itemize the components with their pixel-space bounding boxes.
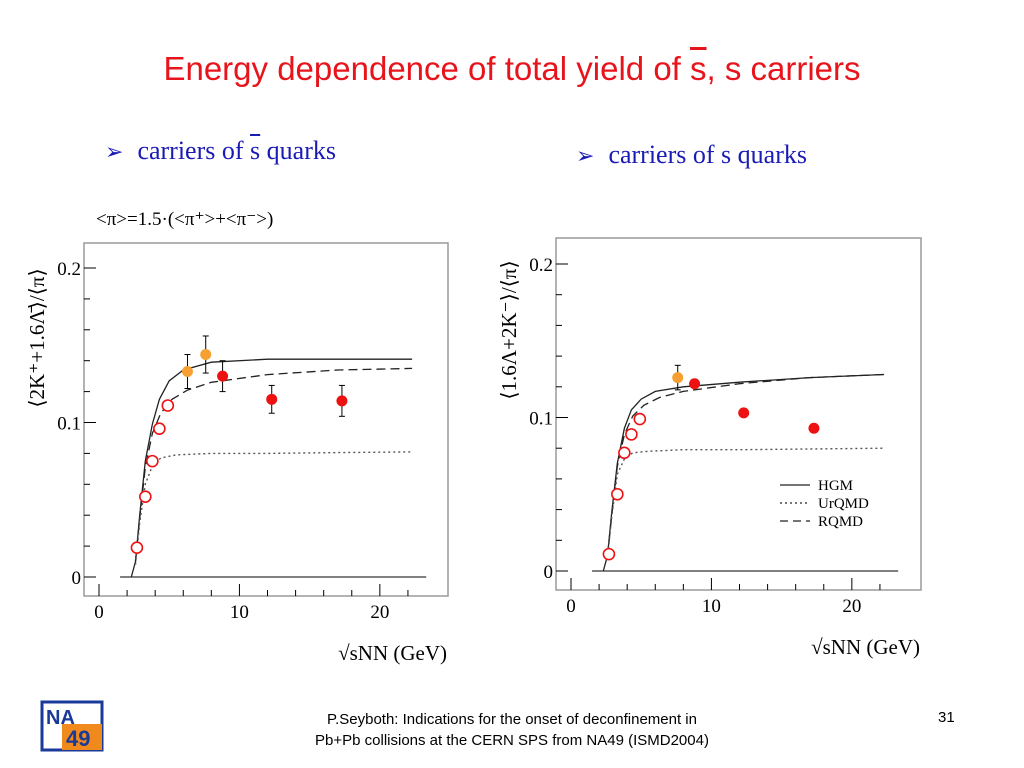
y-tick-label: 0.2 (529, 255, 553, 276)
left-bullet-overbar-s: s (250, 136, 261, 165)
x-tick-label: 0 (566, 596, 576, 617)
footer-citation: P.Seyboth: Indications for the onset of … (0, 709, 1024, 751)
na49-logo: NA 49 (40, 700, 104, 752)
data-point-filled (689, 378, 701, 390)
curve-dotted (606, 447, 885, 559)
y-tick-label: 0.2 (57, 259, 81, 280)
data-point-filled (181, 366, 193, 378)
legend-label: HGM (818, 478, 853, 494)
x-axis-label: √sNN (GeV) (811, 635, 920, 659)
data-point-open (130, 541, 144, 554)
data-point-open (153, 422, 166, 435)
y-tick-label: 0 (72, 568, 82, 589)
x-axis-label: √sNN (GeV) (338, 641, 447, 665)
data-point-open (146, 454, 159, 468)
data-point-open (602, 547, 616, 561)
curve-dotted (134, 451, 413, 565)
curve-dashed (606, 373, 885, 556)
data-point-filled (808, 422, 820, 434)
data-point-open (611, 487, 624, 501)
curve-dashed (134, 367, 413, 562)
y-axis-label: ⟨2K⁺+1.6Λ̄⟩/⟨π⟩ (25, 268, 49, 407)
data-point-open (618, 446, 631, 460)
right-bullet: ➢ carriers of s quarks (576, 140, 807, 169)
y-axis-label: ⟨1.6Λ+2K⁻⟩/⟨π⟩ (497, 260, 521, 399)
data-point-filled (672, 372, 684, 384)
y-tick-label: 0.1 (57, 414, 81, 435)
bullet-arrow-icon: ➢ (105, 139, 124, 164)
legend-label: RQMD (818, 514, 863, 530)
x-tick-label: 10 (230, 602, 249, 623)
data-point-open (139, 490, 152, 503)
x-tick-label: 0 (94, 602, 104, 623)
left-bullet: ➢ carriers of s quarks (105, 136, 336, 165)
legend-label: UrQMD (818, 496, 869, 512)
data-point-filled (266, 393, 278, 405)
x-tick-label: 10 (702, 596, 721, 617)
footer-line-2: Pb+Pb collisions at the CERN SPS from NA… (315, 732, 709, 749)
slide-title: Energy dependence of total yield of s, s… (163, 50, 861, 87)
data-point-filled (200, 349, 212, 361)
bullet-arrow-icon: ➢ (576, 143, 595, 168)
y-tick-label: 0 (544, 562, 554, 583)
data-point-open (633, 412, 647, 426)
plot-frame (555, 237, 922, 591)
pion-formula: <π>=1.5·(<π⁺>+<π⁻>) (96, 209, 274, 230)
data-point-filled (217, 370, 229, 382)
title-overbar-s: s (690, 50, 707, 87)
y-tick-label: 0.1 (529, 409, 553, 430)
x-tick-label: 20 (842, 596, 861, 617)
data-point-filled (738, 407, 750, 419)
data-point-filled (336, 395, 348, 407)
data-point-open (161, 399, 175, 412)
plot-frame (83, 242, 449, 597)
x-tick-label: 20 (370, 602, 389, 623)
page-number: 31 (938, 709, 955, 726)
logo-text-na: NA (46, 707, 75, 729)
logo-text-49: 49 (66, 726, 90, 751)
data-point-open (625, 428, 638, 441)
footer-line-1: P.Seyboth: Indications for the onset of … (327, 711, 697, 728)
